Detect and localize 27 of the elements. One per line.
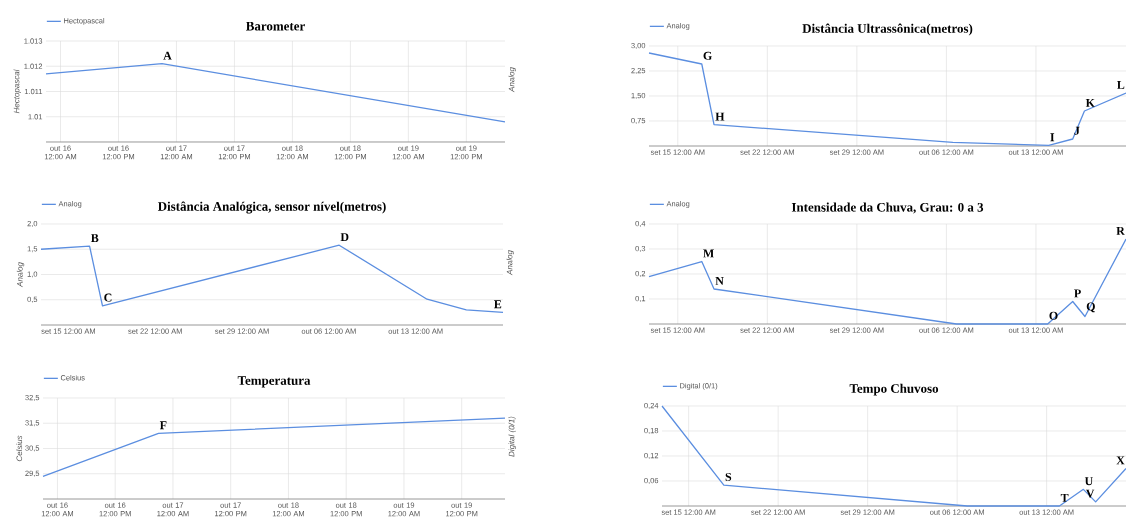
chart-title: Distância Ultrassônica(metros) [802, 23, 973, 36]
annotation: A [163, 51, 172, 60]
annotation: C [104, 293, 112, 302]
annotation: G [703, 51, 712, 60]
annotation: P [1074, 289, 1081, 298]
chart-title: Temperatura [237, 376, 311, 388]
annotation: N [715, 276, 724, 285]
annotation: M [703, 249, 714, 258]
annotation: X [1116, 456, 1125, 465]
annotation: U [1084, 477, 1093, 486]
annotation: F [159, 421, 167, 430]
annotation: K [1085, 98, 1095, 107]
annotation: E [494, 300, 502, 309]
annotation: D [340, 233, 349, 242]
annotation: L [1117, 80, 1125, 89]
chart-title: Barometer [245, 21, 305, 31]
chart-title: Intensidade da Chuva, Grau: 0 a 3 [791, 202, 984, 214]
chart-title: Distância Analógica, sensor nível(metros) [157, 201, 386, 214]
annotation: T [1060, 493, 1069, 502]
annotation: I [1050, 133, 1055, 142]
annotation: Q [1086, 302, 1095, 313]
annotation: B [90, 234, 99, 243]
annotation: R [1116, 226, 1125, 235]
chart-title: Tempo Chuvoso [849, 383, 939, 396]
annotation: O [1049, 311, 1058, 320]
annotation: S [725, 472, 732, 481]
annotation: H [715, 112, 725, 121]
